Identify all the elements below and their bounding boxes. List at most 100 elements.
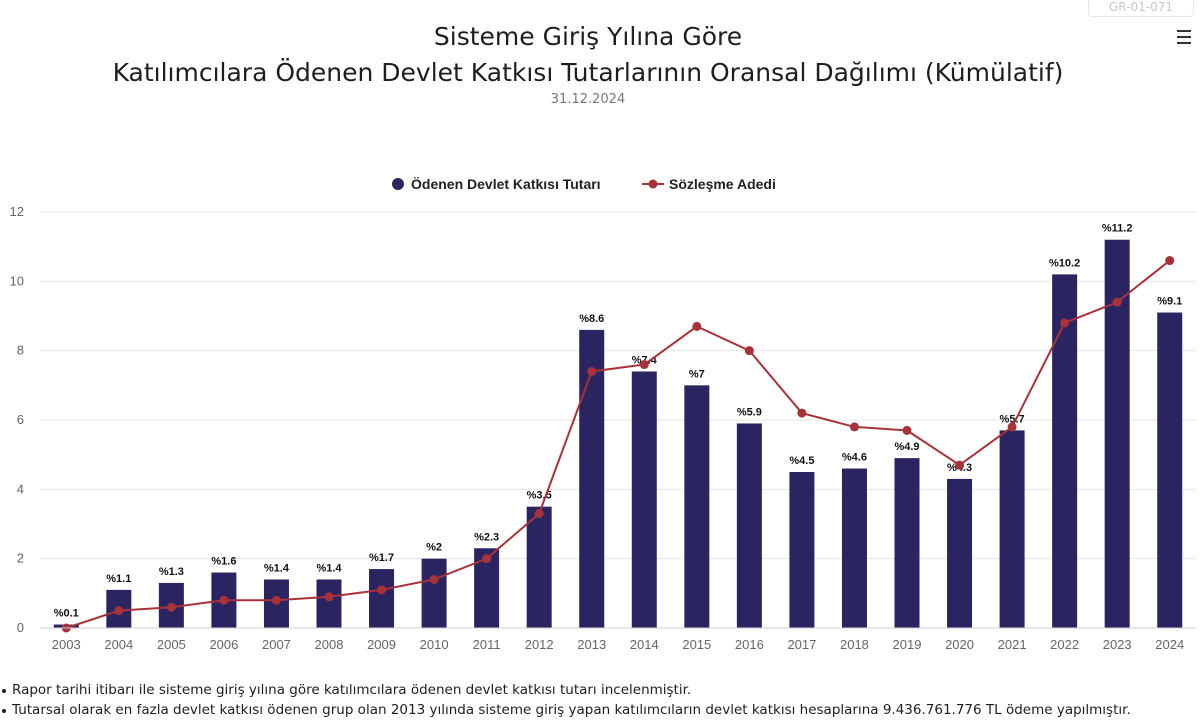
x-tick-label: 2013 [577, 637, 606, 652]
bar-data-label: %1.7 [369, 552, 394, 564]
bar[interactable] [894, 458, 920, 628]
line-series [61, 256, 1175, 633]
bar[interactable] [421, 558, 447, 628]
x-tick-label: 2006 [209, 637, 238, 652]
line-point[interactable] [271, 595, 281, 605]
footnote-text: Rapor tarihi itibarı ile sisteme giriş y… [12, 682, 692, 698]
bar-data-label: %9.1 [1157, 296, 1182, 308]
x-tick-label: 2012 [525, 637, 554, 652]
y-tick-label: 10 [10, 273, 24, 288]
x-tick-label: 2022 [1050, 637, 1079, 652]
bar[interactable] [631, 371, 657, 628]
line-point[interactable] [219, 595, 229, 605]
x-tick-label: 2003 [52, 637, 81, 652]
bar-data-label: %1.6 [211, 556, 236, 568]
line-point[interactable] [955, 460, 965, 470]
y-tick-label: 2 [17, 551, 24, 566]
hamburger-menu-icon[interactable] [1173, 28, 1195, 46]
footnote-item: Rapor tarihi itibarı ile sisteme giriş y… [0, 682, 1131, 698]
x-tick-label: 2020 [945, 637, 974, 652]
line-point[interactable] [744, 346, 754, 356]
combo-chart: Ödenen Devlet Katkısı Tutarı Sözleşme Ad… [10, 176, 1196, 652]
x-tick-label: 2024 [1155, 637, 1184, 652]
x-tick-label: 2015 [682, 637, 711, 652]
bar-data-label: %0.1 [54, 608, 79, 620]
bar-data-label: %4.9 [894, 441, 919, 453]
chart-legend: Ödenen Devlet Katkısı Tutarı Sözleşme Ad… [392, 176, 776, 192]
bar[interactable] [316, 579, 342, 628]
x-tick-label: 2009 [367, 637, 396, 652]
line-point[interactable] [692, 321, 702, 331]
legend-line-label[interactable]: Sözleşme Adedi [669, 176, 776, 192]
line-point[interactable] [377, 585, 387, 595]
bar-data-labels: %0.1%1.1%1.3%1.6%1.4 %1.4%1.7%2%2.3%3.5%8… [54, 223, 1183, 620]
bar[interactable] [369, 569, 395, 628]
bar[interactable] [526, 506, 552, 628]
bar[interactable] [1052, 274, 1078, 628]
x-tick-label: 2007 [262, 637, 291, 652]
report-date: 31.12.2024 [550, 92, 626, 107]
line-point[interactable] [166, 602, 176, 612]
line-point[interactable] [797, 408, 807, 418]
bar[interactable] [841, 468, 867, 628]
bar-data-label: %11.2 [1102, 223, 1133, 235]
bar[interactable] [789, 472, 815, 628]
bar-series [53, 239, 1183, 628]
line-point[interactable] [587, 366, 597, 376]
line-point[interactable] [639, 360, 649, 370]
y-tick-label: 6 [17, 412, 24, 427]
line-point[interactable] [1112, 297, 1122, 307]
x-tick-label: 2010 [420, 637, 449, 652]
x-tick-label: 2008 [315, 637, 344, 652]
x-tick-label: 2018 [840, 637, 869, 652]
bar-data-label: %1.4 [316, 562, 342, 574]
bar-data-label: %1.4 [264, 562, 290, 574]
bar[interactable] [999, 430, 1025, 628]
bar-data-label: %1.3 [159, 566, 184, 578]
legend-bar-label[interactable]: Ödenen Devlet Katkısı Tutarı [411, 176, 601, 192]
line-point[interactable] [1060, 318, 1070, 328]
bar[interactable] [579, 329, 605, 628]
bar[interactable] [736, 423, 762, 628]
line-point[interactable] [324, 592, 334, 602]
line-point[interactable] [429, 574, 439, 584]
line-point[interactable] [114, 606, 124, 616]
bar[interactable] [684, 385, 710, 628]
line-point[interactable] [902, 425, 912, 435]
bar-data-label: %2.3 [474, 531, 499, 543]
line-point[interactable] [482, 554, 492, 564]
bar-data-label: %7 [689, 368, 705, 380]
x-tick-label: 2004 [104, 637, 133, 652]
x-tick-label: 2005 [157, 637, 186, 652]
legend-bar-marker [392, 178, 404, 190]
y-tick-label: 12 [10, 204, 24, 219]
y-tick-label: 8 [17, 343, 24, 358]
x-tick-label: 2021 [998, 637, 1027, 652]
footnotes: Rapor tarihi itibarı ile sisteme giriş y… [0, 682, 1131, 722]
bar[interactable] [1157, 312, 1183, 628]
bar-data-label: %2 [426, 542, 442, 554]
bar-data-label: %4.6 [842, 452, 867, 464]
bar[interactable] [947, 478, 973, 628]
line-point[interactable] [849, 422, 859, 432]
line-path [65, 259, 1171, 629]
x-tick-label: 2017 [787, 637, 816, 652]
bar-data-label: %1.1 [106, 573, 131, 585]
report-code-badge: GR-01-071 [1088, 0, 1194, 17]
line-point[interactable] [534, 509, 544, 519]
line-point[interactable] [1165, 256, 1175, 266]
x-tick-label: 2014 [630, 637, 659, 652]
x-tick-label: 2019 [893, 637, 922, 652]
x-tick-label: 2011 [473, 637, 501, 652]
bar-data-label: %10.2 [1049, 257, 1080, 269]
chart-title-line2: Katılımcılara Ödenen Devlet Katkısı Tuta… [112, 58, 1064, 87]
x-tick-label: 2016 [735, 637, 764, 652]
bar-data-label: %5.9 [737, 406, 762, 418]
footnote-text: Tutarsal olarak en fazla devlet katkısı … [12, 702, 1131, 718]
footnote-item: Tutarsal olarak en fazla devlet katkısı … [0, 702, 1131, 718]
bullet-icon [2, 709, 6, 713]
y-tick-label: 4 [17, 481, 24, 496]
line-point[interactable] [1007, 422, 1017, 432]
x-tick-label: 2023 [1103, 637, 1132, 652]
bullet-icon [2, 689, 6, 693]
